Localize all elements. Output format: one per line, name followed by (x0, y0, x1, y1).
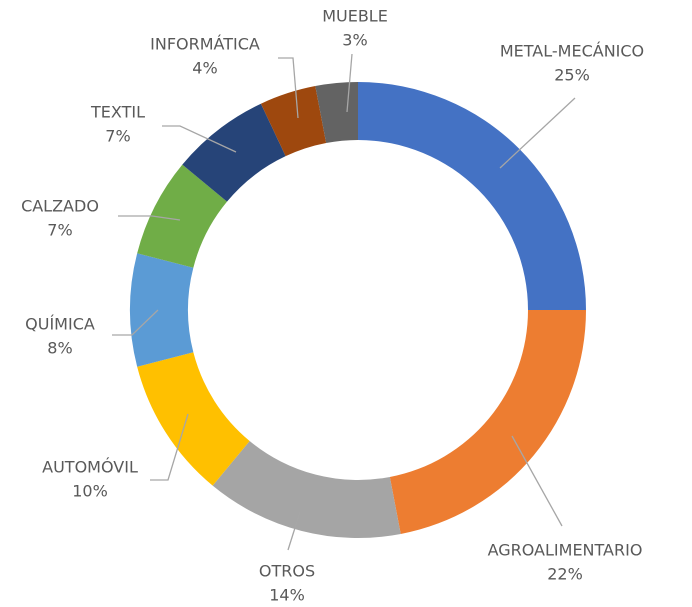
leader-line (499, 97, 576, 169)
category-label: OTROS (259, 562, 315, 581)
donut-segment (182, 103, 286, 202)
leader-line (118, 215, 181, 221)
donut-segment (260, 86, 327, 157)
donut-segment (315, 82, 358, 144)
leader-line (150, 413, 189, 481)
donut-segment (389, 310, 586, 534)
leader-line (278, 57, 299, 119)
value-label: 7% (47, 221, 72, 240)
value-label: 10% (72, 482, 108, 501)
leader-line (346, 53, 353, 113)
leader-line (511, 435, 563, 527)
donut-segment (137, 164, 228, 268)
category-label: MUEBLE (322, 7, 388, 26)
donut-segment (212, 440, 401, 538)
category-label: AGROALIMENTARIO (488, 541, 643, 560)
value-label: 25% (554, 66, 590, 85)
donut-segment (130, 253, 194, 367)
value-label: 7% (105, 127, 130, 146)
leader-line (287, 511, 301, 551)
leader-line (112, 309, 159, 336)
leader-line (162, 125, 237, 153)
value-label: 4% (192, 59, 217, 78)
donut-segment (137, 352, 250, 486)
value-label: 22% (547, 565, 583, 584)
value-label: 3% (342, 31, 367, 50)
donut-segment (358, 82, 586, 310)
value-label: 14% (269, 586, 305, 604)
category-label: METAL-MECÁNICO (500, 42, 644, 61)
category-label: TEXTIL (90, 103, 145, 122)
category-label: AUTOMÓVIL (42, 458, 138, 477)
category-label: QUÍMICA (25, 315, 95, 334)
category-label: INFORMÁTICA (150, 35, 260, 54)
category-label: CALZADO (21, 197, 99, 216)
value-label: 8% (47, 339, 72, 358)
